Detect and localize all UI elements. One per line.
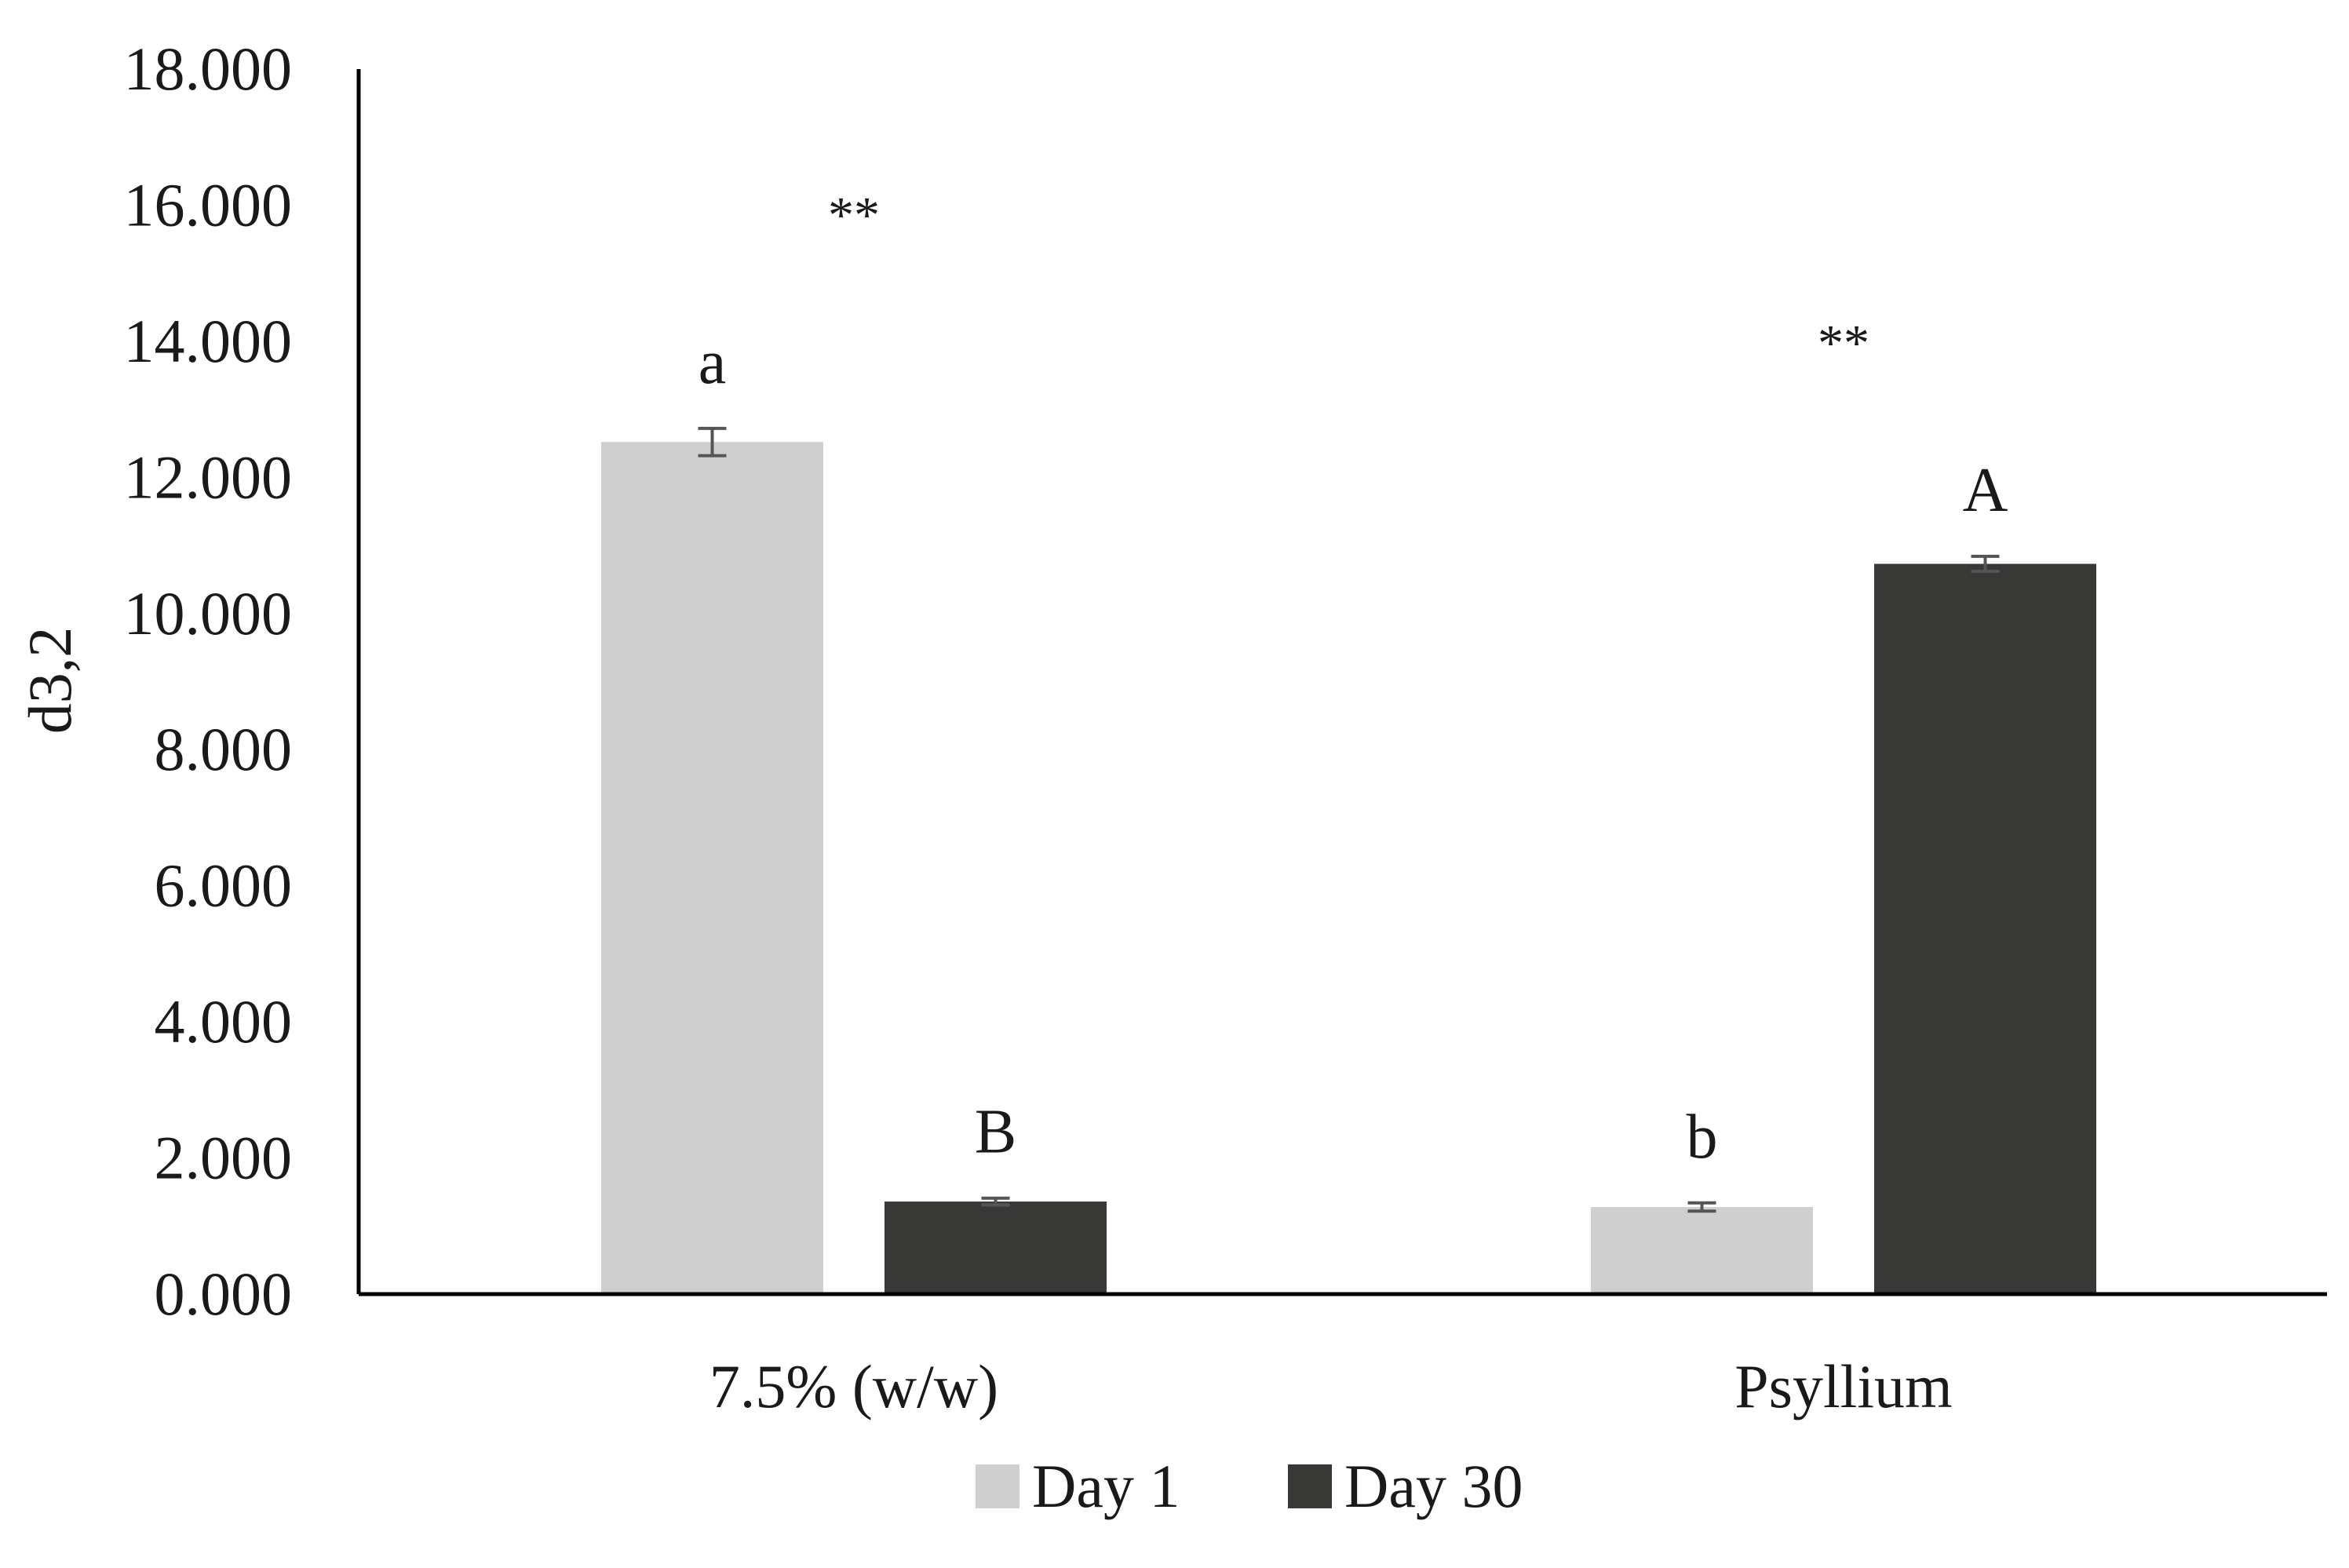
significance-stars-label: **: [828, 187, 880, 244]
significance-letters: a b B A: [698, 328, 2008, 1172]
legend-swatch-day-30: [1288, 1464, 1332, 1508]
error-bars: [698, 426, 2000, 1213]
significance-letter: b: [1687, 1103, 1718, 1172]
x-axis-categories: 7.5% (w/w) Psyllium: [709, 1352, 1953, 1420]
y-tick-label: 14.000: [124, 307, 293, 375]
bar-day-30-1: [1874, 563, 2096, 1294]
bar-day-1-1: [1591, 1206, 1813, 1294]
y-axis-label: d3,2: [16, 627, 84, 735]
significance-stars: ** **: [828, 187, 1869, 372]
legend: Day 1 Day 30: [976, 1452, 1523, 1520]
bar-day-1-0: [601, 442, 823, 1294]
y-tick-label: 18.000: [124, 35, 293, 103]
y-tick-label: 12.000: [124, 443, 293, 511]
significance-stars-label: **: [1818, 315, 1869, 372]
bars: [601, 442, 2096, 1294]
bar-day-30-0: [885, 1202, 1107, 1294]
legend-label: Day 30: [1344, 1452, 1523, 1520]
legend-swatch-day-1: [976, 1464, 1019, 1508]
x-category-label: Psyllium: [1734, 1352, 1952, 1420]
y-axis-ticks: 0.000 2.000 4.000 6.000 8.000 10.000 12.000 14.…: [124, 35, 293, 1328]
y-tick-label: 10.000: [124, 579, 293, 647]
y-tick-label: 8.000: [155, 715, 293, 783]
y-tick-label: 6.000: [155, 851, 293, 920]
y-tick-label: 4.000: [155, 987, 293, 1056]
significance-letter: A: [1963, 456, 2008, 525]
x-category-label: 7.5% (w/w): [709, 1352, 998, 1420]
significance-letter: a: [698, 328, 727, 397]
y-tick-label: 0.000: [155, 1260, 293, 1328]
y-tick-label: 2.000: [155, 1124, 293, 1192]
y-tick-label: 16.000: [124, 170, 293, 239]
significance-letter: B: [975, 1098, 1016, 1167]
legend-label: Day 1: [1032, 1452, 1180, 1520]
